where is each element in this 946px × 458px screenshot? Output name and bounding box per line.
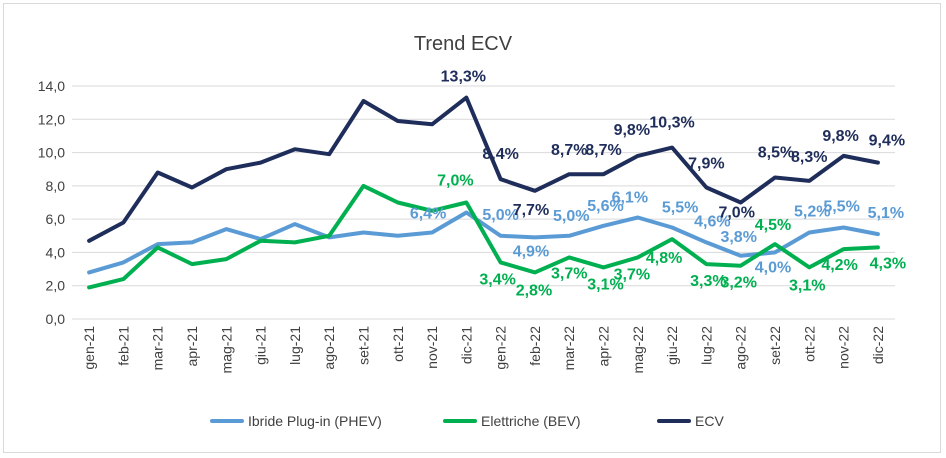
data-label: 4,3%: [870, 255, 906, 272]
x-tick-label: ago-21: [321, 326, 337, 370]
data-label: 9,8%: [822, 128, 858, 145]
x-tick-label: ott-22: [801, 326, 817, 362]
data-label: 3,7%: [614, 266, 650, 283]
data-label: 6,1%: [612, 189, 648, 206]
x-tick-label: lug-21: [287, 326, 303, 365]
x-tick-label: dic-22: [870, 326, 886, 364]
data-label: 5,1%: [868, 205, 904, 222]
data-label: 6,4%: [410, 205, 446, 222]
y-tick-label: 12,0: [38, 111, 65, 127]
x-tick-label: ago-22: [733, 326, 749, 370]
y-tick-label: 0,0: [46, 311, 66, 327]
x-tick-label: mag-21: [218, 326, 234, 374]
x-tick-label: gen-22: [493, 326, 509, 370]
data-label: 13,3%: [441, 69, 486, 86]
x-tick-label: giu-21: [253, 326, 269, 365]
legend-label: Elettriche (BEV): [481, 413, 581, 429]
y-tick-label: 10,0: [38, 145, 65, 161]
data-label: 5,5%: [823, 198, 859, 215]
data-label: 10,3%: [649, 115, 694, 132]
y-tick-label: 14,0: [38, 78, 65, 94]
data-label: 4,2%: [821, 257, 857, 274]
data-label: 8,7%: [551, 142, 587, 159]
x-tick-label: apr-21: [184, 326, 200, 367]
data-label: 4,8%: [646, 250, 682, 267]
data-label: 5,6%: [587, 198, 623, 215]
grid: [72, 85, 895, 320]
data-label: 3,1%: [789, 277, 825, 294]
data-labels: 6,4% 5,0%4,9%5,0%5,6%6,1%5,5%4,6%3,8%4,0%…: [410, 69, 906, 300]
data-label: 5,0%: [482, 207, 518, 224]
data-label: 3,7%: [551, 265, 587, 282]
legend-label: Ibride Plug-in (PHEV): [248, 413, 382, 429]
data-label: 7,0%: [437, 173, 473, 190]
data-label: 5,5%: [662, 199, 698, 216]
x-tick-label: apr-22: [596, 326, 612, 367]
y-tick-label: 4,0: [46, 244, 66, 260]
data-label: 5,2%: [794, 203, 830, 220]
data-label: 9,4%: [869, 133, 905, 150]
x-tick-label: set-22: [767, 326, 783, 365]
series-lines: [87, 95, 880, 290]
x-axis: gen-21 feb-21 mar-21 apr-21 mag-21 giu-21 lug-…: [81, 326, 886, 374]
data-label: 7,7%: [513, 202, 549, 219]
x-tick-label: gen-21: [81, 326, 97, 370]
data-label: 8,5%: [758, 145, 794, 162]
data-label: 9,8%: [614, 122, 650, 139]
chart-frame: [3, 3, 941, 453]
data-label: 4,9%: [513, 243, 549, 260]
x-tick-label: set-21: [355, 326, 371, 365]
x-tick-label: giu-22: [664, 326, 680, 365]
data-label: 8,4%: [482, 146, 518, 163]
data-label: 2,8%: [516, 282, 552, 299]
x-tick-label: feb-22: [527, 326, 543, 366]
legend: Ibride Plug-in (PHEV) Elettriche (BEV) ECV: [210, 413, 724, 429]
data-label: 7,9%: [688, 156, 724, 173]
data-label: 3,3%: [690, 273, 726, 290]
data-label: 3,2%: [720, 275, 756, 292]
y-tick-label: 6,0: [46, 211, 66, 227]
x-tick-label: mar-22: [561, 326, 577, 371]
x-tick-label: lug-22: [698, 326, 714, 365]
data-label: 3,4%: [479, 271, 515, 288]
data-label: 4,5%: [755, 217, 791, 234]
y-tick-label: 8,0: [46, 178, 66, 194]
data-label: 4,0%: [755, 259, 791, 276]
x-tick-label: mar-21: [150, 326, 166, 371]
series-line-0: [87, 210, 880, 275]
x-tick-label: nov-22: [836, 326, 852, 369]
series-line-1: [87, 183, 880, 290]
x-tick-label: mag-22: [630, 326, 646, 374]
y-tick-label: 2,0: [46, 278, 66, 294]
x-tick-label: feb-21: [115, 326, 131, 366]
x-tick-label: nov-21: [424, 326, 440, 369]
x-tick-label: ott-21: [390, 326, 406, 362]
data-label: 3,8%: [720, 229, 756, 246]
legend-label: ECV: [695, 413, 724, 429]
data-label: 8,3%: [791, 149, 827, 166]
data-label: 3,1%: [587, 276, 623, 293]
data-label: 5,0%: [553, 208, 589, 225]
x-tick-label: dic-21: [458, 326, 474, 364]
series-line-2: [87, 95, 880, 243]
y-axis: 0,0 2,0 4,0 6,0 8,0 10,0 12,0 14,0: [38, 78, 65, 327]
chart-title: Trend ECV: [414, 33, 513, 55]
data-label: 7,0%: [718, 205, 754, 222]
data-label: 8,7%: [585, 142, 621, 159]
data-label: 4,6%: [694, 213, 730, 230]
